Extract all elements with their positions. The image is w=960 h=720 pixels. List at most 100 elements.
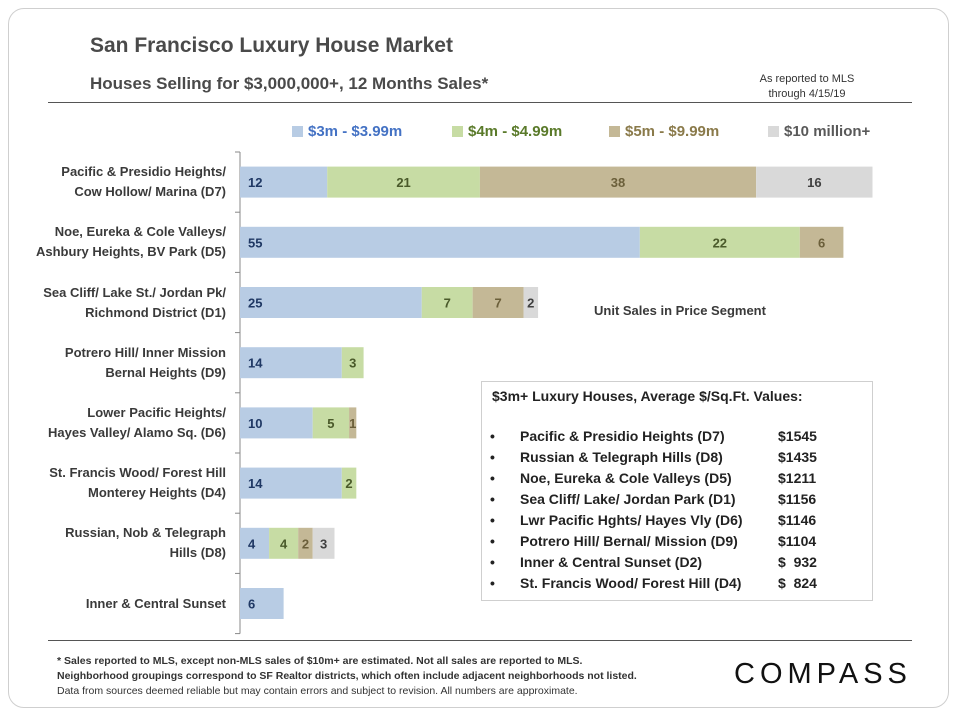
avg-price-item: • St. Francis Wood/ Forest Hill (D4) $ 824 [490,575,850,596]
bullet-icon: • [490,512,495,528]
bar-value-label: 21 [396,175,410,190]
bottom-divider [48,640,912,641]
bar-segment [799,226,844,258]
bar-value-label: 14 [248,476,263,491]
bar-segment [756,166,873,198]
footnote-line: Data from sources deemed reliable but ma… [57,685,578,697]
bar-value-label: 10 [248,416,262,431]
avg-price-item: • Pacific & Presidio Heights (D7) $1545 [490,428,850,449]
bar-value-label: 12 [248,175,262,190]
bar-segment [240,588,284,619]
bullet-icon: • [490,575,495,591]
category-label: Noe, Eureka & Cole Valleys/Ashbury Heigh… [14,222,226,262]
legend-swatch [768,126,779,137]
bar-value-label: 4 [280,536,288,551]
bar-segment [349,407,357,439]
top-divider [48,102,912,103]
avg-item-name: Noe, Eureka & Cole Valleys (D5) [520,470,732,486]
as-of-line-2: through 4/15/19 [768,88,846,100]
category-label: Pacific & Presidio Heights/Cow Hollow/ M… [14,162,226,202]
bar-segment [240,347,342,379]
category-label-line: Bernal Heights (D9) [105,364,226,380]
legend-swatch [452,126,463,137]
category-label: Lower Pacific Heights/Hayes Valley/ Alam… [14,403,226,443]
bar-value-label: 3 [349,356,356,371]
category-label-line: Cow Hollow/ Marina (D7) [74,184,226,200]
avg-item-value: $1104 [778,533,817,549]
avg-item-value: $ 932 [778,554,817,570]
avg-item-name: Potrero Hill/ Bernal/ Mission (D9) [520,533,738,549]
bar-value-label: 25 [248,296,262,311]
avg-item-value: $1156 [778,491,817,507]
category-label-line: Ashbury Heights, BV Park (D5) [36,244,226,260]
legend-label: $3m - $3.99m [308,123,403,140]
bar-value-label: 2 [302,536,309,551]
bar-segment [312,407,350,439]
bar-segment [523,287,539,318]
legend-item-4m: $4m - $4.99m [452,123,562,140]
bar-value-label: 16 [807,175,821,190]
page-subtitle: Houses Selling for $3,000,000+, 12 Month… [90,74,489,93]
category-label-line: Potrero Hill/ Inner Mission [64,344,226,360]
category-label: Inner & Central Sunset [14,594,226,614]
avg-item-name: Lwr Pacific Hghts/ Hayes Vly (D6) [520,512,743,528]
bar-value-label: 3 [320,536,327,551]
category-label-line: Pacific & Presidio Heights/ [61,164,226,180]
avg-item-name: Russian & Telegraph Hills (D8) [520,449,723,465]
avg-price-box: $3m+ Luxury Houses, Average $/Sq.Ft. Val… [481,381,873,601]
bar-value-label: 14 [248,356,263,371]
bar-value-label: 2 [345,476,352,491]
avg-item-name: Inner & Central Sunset (D2) [520,554,703,570]
bar-segment [472,287,524,318]
avg-item-value: $1435 [778,449,817,465]
bullet-icon: • [490,449,495,465]
avg-price-item: • Russian & Telegraph Hills (D8) $1435 [490,449,850,470]
bar-value-label: 5 [327,416,334,431]
page-title: San Francisco Luxury House Market [90,34,453,57]
bar-segment [240,166,328,198]
bar-segment [327,166,480,198]
avg-item-value: $ 824 [778,575,817,591]
bullet-icon: • [490,533,495,549]
bar-segment [240,407,313,439]
bar-value-label: 4 [248,536,256,551]
legend-label: $10 million+ [784,123,871,140]
bullet-icon: • [490,470,495,486]
segment-note: Unit Sales in Price Segment [594,303,766,318]
as-of-note: As reported to MLS through 4/15/19 [742,72,872,102]
avg-item-name: Sea Cliff/ Lake/ Jordan Park (D1) [520,491,736,507]
bar-segment [312,527,335,559]
category-label-line: Russian, Nob & Telegraph [65,525,226,541]
avg-price-item: • Sea Cliff/ Lake/ Jordan Park (D1) $1156 [490,491,850,512]
bar-segment [240,226,640,258]
category-label-line: Hayes Valley/ Alamo Sq. (D6) [48,424,226,440]
bar-value-label: 38 [611,175,625,190]
bar-segment [240,287,422,318]
avg-item-value: $1146 [778,512,817,528]
bar-value-label: 7 [494,296,501,311]
category-label-line: Lower Pacific Heights/ [87,404,226,420]
bar-segment [639,226,800,258]
avg-item-value: $1211 [778,470,817,486]
bar-segment [240,527,270,559]
category-label: Russian, Nob & Telegraph Hills (D8) [14,523,226,563]
legend-swatch [609,126,620,137]
as-of-line-1: As reported to MLS [759,73,855,85]
footnote-line: Neighborhood groupings correspond to SF … [57,670,637,682]
bar-value-label: 7 [444,296,451,311]
bar-segment [421,287,473,318]
bar-segment [298,527,313,559]
compass-logo: COMPASS [734,658,912,690]
footnote-line: * Sales reported to MLS, except non-MLS … [57,655,583,667]
category-label-line: Inner & Central Sunset [85,595,226,611]
avg-price-item: • Lwr Pacific Hghts/ Hayes Vly (D6) $1146 [490,512,850,533]
legend-item-5m: $5m - $9.99m [609,123,719,140]
bar-value-label: 22 [713,235,727,250]
category-label-line: Monterey Heights (D4) [88,485,226,501]
bar-value-label: 1 [349,416,356,431]
avg-price-list: • Pacific & Presidio Heights (D7) $1545 • Ru… [490,428,850,596]
category-label: Sea Cliff/ Lake St./ Jordan Pk/Richmond … [14,283,226,323]
avg-item-name: St. Francis Wood/ Forest Hill (D4) [520,575,742,591]
category-label: St. Francis Wood/ Forest Hill Monterey He… [14,463,226,503]
category-label-line: Richmond District (D1) [85,304,226,320]
